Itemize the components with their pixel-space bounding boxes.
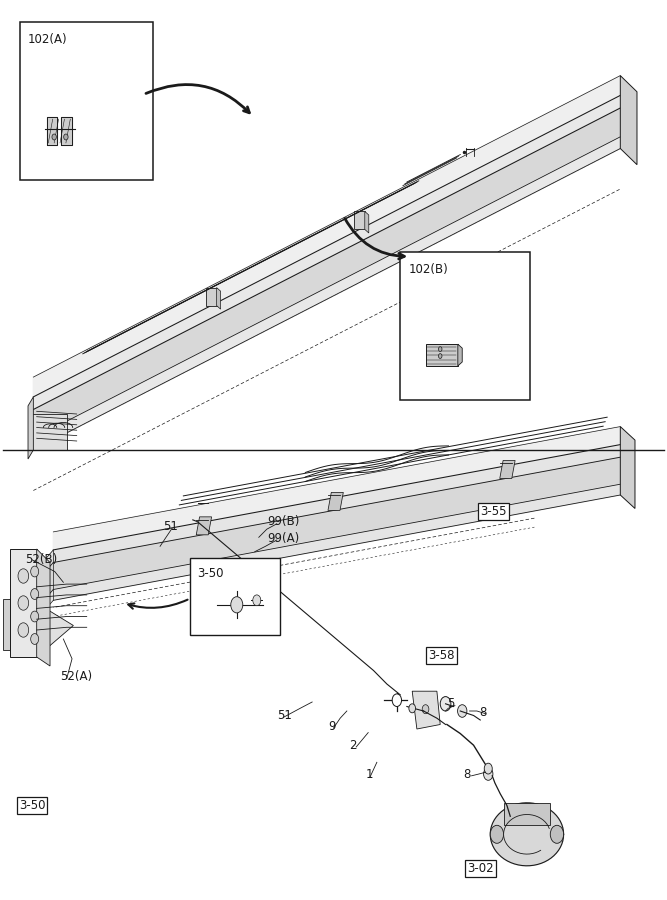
Circle shape (458, 705, 467, 717)
Circle shape (18, 623, 29, 637)
Text: 99(B): 99(B) (267, 516, 299, 528)
Text: 102(A): 102(A) (28, 33, 67, 46)
Polygon shape (37, 603, 73, 657)
Circle shape (18, 569, 29, 583)
Polygon shape (217, 287, 221, 309)
Polygon shape (458, 344, 462, 366)
Text: 51: 51 (277, 709, 291, 722)
Circle shape (440, 697, 451, 711)
Polygon shape (354, 212, 365, 230)
Circle shape (392, 694, 402, 706)
Circle shape (484, 768, 493, 780)
Polygon shape (33, 76, 620, 397)
Text: 51: 51 (163, 520, 178, 533)
Polygon shape (500, 461, 515, 479)
Polygon shape (328, 492, 344, 510)
Text: 3-58: 3-58 (428, 649, 455, 662)
Polygon shape (61, 117, 72, 145)
Circle shape (409, 704, 416, 713)
Circle shape (31, 611, 39, 622)
Circle shape (422, 705, 429, 714)
Polygon shape (490, 803, 564, 866)
Text: 3-55: 3-55 (480, 505, 507, 518)
FancyBboxPatch shape (20, 22, 153, 180)
Polygon shape (37, 549, 50, 666)
Text: 8: 8 (479, 706, 486, 719)
Text: 52(A): 52(A) (60, 670, 92, 683)
Polygon shape (10, 549, 37, 657)
Text: 3-50: 3-50 (197, 567, 223, 580)
Text: 1: 1 (366, 768, 373, 780)
FancyBboxPatch shape (190, 558, 280, 634)
Circle shape (253, 595, 261, 606)
Circle shape (438, 354, 442, 358)
Text: 52(B): 52(B) (25, 554, 57, 566)
Text: 2: 2 (349, 739, 356, 752)
Polygon shape (10, 550, 53, 612)
Circle shape (490, 825, 504, 843)
Circle shape (18, 596, 29, 610)
Text: 99(A): 99(A) (267, 532, 299, 544)
Text: 5: 5 (447, 698, 454, 710)
Circle shape (550, 825, 564, 843)
Text: 9: 9 (328, 720, 336, 733)
Polygon shape (10, 590, 53, 650)
Circle shape (31, 589, 39, 599)
Polygon shape (196, 517, 211, 535)
Polygon shape (47, 117, 57, 145)
Circle shape (63, 134, 68, 140)
Polygon shape (620, 427, 635, 508)
Polygon shape (30, 414, 67, 450)
Polygon shape (365, 212, 369, 233)
FancyBboxPatch shape (400, 252, 530, 400)
Polygon shape (426, 344, 458, 366)
Circle shape (31, 566, 39, 577)
Polygon shape (3, 599, 10, 650)
Polygon shape (504, 803, 550, 825)
Polygon shape (33, 108, 620, 438)
Circle shape (438, 346, 442, 352)
Text: 3-50: 3-50 (19, 799, 45, 812)
Circle shape (31, 634, 39, 644)
Circle shape (52, 134, 56, 140)
Text: 102(B): 102(B) (408, 263, 448, 275)
Polygon shape (53, 427, 620, 550)
Circle shape (231, 597, 243, 613)
Polygon shape (33, 95, 620, 410)
Polygon shape (412, 691, 440, 729)
Polygon shape (206, 287, 217, 305)
Circle shape (484, 763, 492, 774)
Text: 8: 8 (464, 768, 471, 780)
Polygon shape (53, 457, 620, 590)
Polygon shape (620, 76, 637, 165)
Text: 3-02: 3-02 (467, 862, 494, 875)
Polygon shape (53, 445, 620, 562)
Polygon shape (33, 137, 620, 450)
Polygon shape (28, 397, 33, 459)
Polygon shape (10, 562, 53, 639)
Polygon shape (53, 484, 620, 600)
